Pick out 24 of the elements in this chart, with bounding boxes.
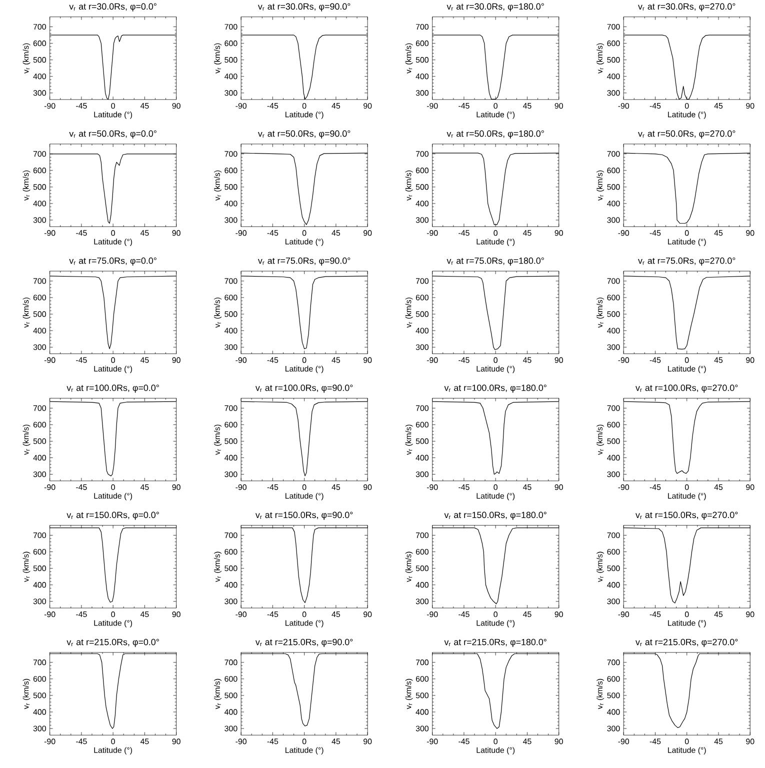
chart-title: v$_{r}$ at r=100.0Rs, φ=0.0° <box>66 384 159 393</box>
chart-title: v$_{r}$ at r=150.0Rs, φ=90.0° <box>255 512 353 520</box>
chart-title: v$_{r}$ at r=100.0Rs, φ=270.0° <box>636 384 738 393</box>
chart-title: v$_{r}$ at r=100.0Rs, φ=90.0° <box>255 384 353 393</box>
chart-title: v$_{r}$ at r=150.0Rs, φ=180.0° <box>444 512 546 520</box>
chart-title: v$_{r}$ at r=100.0Rs, φ=180.0° <box>444 384 546 393</box>
chart-title: v$_{r}$ at r=50.0Rs, φ=270.0° <box>638 130 736 139</box>
chart-title: v$_{r}$ at r=30.0Rs, φ=0.0° <box>69 3 156 12</box>
chart-title: v$_{r}$ at r=215.0Rs, φ=270.0° <box>636 638 738 647</box>
chart-title: v$_{r}$ at r=30.0Rs, φ=90.0° <box>258 3 350 12</box>
chart-title: v$_{r}$ at r=150.0Rs, φ=0.0° <box>66 512 159 520</box>
chart-title: v$_{r}$ at r=50.0Rs, φ=0.0° <box>69 130 156 139</box>
chart-title: v$_{r}$ at r=75.0Rs, φ=90.0° <box>258 258 350 266</box>
chart-title: v$_{r}$ at r=75.0Rs, φ=180.0° <box>446 258 544 266</box>
chart-title: v$_{r}$ at r=75.0Rs, φ=0.0° <box>69 258 156 266</box>
chart-title: v$_{r}$ at r=30.0Rs, φ=270.0° <box>638 3 736 12</box>
chart-title: v$_{r}$ at r=215.0Rs, φ=90.0° <box>255 638 353 647</box>
chart-title: v$_{r}$ at r=215.0Rs, φ=180.0° <box>444 638 546 647</box>
chart-title: v$_{r}$ at r=50.0Rs, φ=180.0° <box>446 130 544 139</box>
chart-title: v$_{r}$ at r=75.0Rs, φ=270.0° <box>638 258 736 266</box>
chart-title: v$_{r}$ at r=215.0Rs, φ=0.0° <box>66 638 159 647</box>
chart-title: v$_{r}$ at r=50.0Rs, φ=90.0° <box>258 130 350 139</box>
chart-title: v$_{r}$ at r=150.0Rs, φ=270.0° <box>636 512 738 520</box>
chart-title: v$_{r}$ at r=30.0Rs, φ=180.0° <box>446 3 544 12</box>
